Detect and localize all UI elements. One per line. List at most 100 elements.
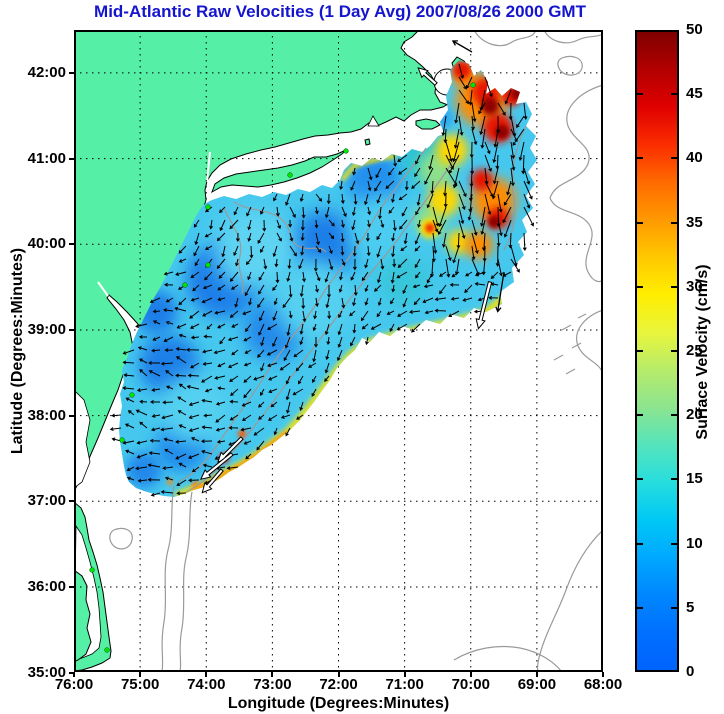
- x-tick-label: 70:00: [451, 676, 490, 693]
- colorbar-tick-mark: [637, 221, 643, 224]
- landmass: [364, 138, 371, 146]
- graticule-layer: [74, 30, 603, 672]
- colorbar-tick-label: 15: [686, 470, 703, 488]
- colorbar-tick-mark: [637, 606, 643, 609]
- colorbar-label: Surface Velocity (cm/s): [694, 264, 711, 440]
- velocity-patch: [349, 195, 419, 265]
- map-plot-area: [74, 30, 603, 672]
- velocity-patch: [436, 134, 468, 166]
- colorbar-tick-mark: [637, 285, 643, 288]
- bathymetry-contour: [179, 491, 193, 672]
- bathymetry-contour: [233, 201, 327, 253]
- x-axis-label: Longitude (Degrees:Minutes): [227, 695, 450, 712]
- velocity-patch: [159, 375, 229, 445]
- y-tick-mark: [69, 585, 74, 588]
- plot-title: Mid-Atlantic Raw Velocities (1 Day Avg) …: [94, 2, 586, 21]
- x-tick-mark: [403, 672, 406, 677]
- colorbar-tick-label: 35: [686, 213, 703, 231]
- bathymetry-contour: [453, 645, 563, 672]
- bathymetry-contour: [177, 147, 427, 483]
- radar-site-dot: [205, 204, 211, 210]
- x-tick-label: 76:00: [54, 676, 94, 693]
- colorbar-tick-mark: [671, 157, 677, 160]
- radar-site-dot: [205, 262, 211, 268]
- velocity-patch: [481, 97, 499, 115]
- colorbar-tick-mark: [637, 93, 643, 96]
- radar-site-dot: [104, 647, 110, 653]
- y-tick-mark: [69, 500, 74, 503]
- velocity-patch: [214, 210, 294, 290]
- radar-site-dot: [119, 437, 125, 443]
- bathymetry-contour: [536, 529, 603, 672]
- x-tick-label: 74:00: [187, 676, 226, 693]
- strong-current-arrow: [417, 67, 438, 86]
- landmass: [415, 118, 441, 130]
- y-tick-label: 37:00: [27, 492, 66, 510]
- velocity-patch: [465, 231, 493, 259]
- y-tick-mark: [69, 71, 74, 74]
- radar-site-dot: [470, 82, 476, 88]
- y-tick-label: 42:00: [27, 63, 66, 81]
- x-tick-label: 75:00: [120, 676, 160, 693]
- colorbar-tick-mark: [637, 478, 643, 481]
- colorbar-tick-label: 5: [686, 598, 695, 616]
- velocity-arrows-layer: [89, 40, 534, 653]
- y-tick-label: 40:00: [27, 235, 66, 253]
- radar-site-dot: [182, 282, 188, 288]
- bathymetry-contour: [557, 55, 583, 76]
- bathymetry-contour: [223, 207, 244, 295]
- landmass: [74, 569, 92, 663]
- bathymetry-contour: [543, 30, 603, 44]
- colorbar-tick-mark: [671, 350, 677, 352]
- velocity-patch: [167, 479, 173, 485]
- y-tick-label: 38:00: [27, 406, 66, 424]
- river: [97, 281, 109, 297]
- radar-site-dot: [129, 392, 135, 398]
- colorbar-tick-label: 45: [686, 85, 703, 103]
- colorbar-tick-mark: [671, 414, 677, 417]
- velocity-patch: [425, 223, 435, 233]
- y-tick-mark: [69, 414, 74, 417]
- strong-current-arrow: [451, 40, 473, 53]
- x-tick-label: 72:00: [319, 676, 358, 693]
- velocity-patch: [379, 255, 429, 305]
- colorbar-tick-mark: [671, 93, 677, 96]
- y-tick-mark: [69, 157, 74, 160]
- colorbar-tick-mark: [671, 542, 677, 545]
- bathymetry-contour: [576, 309, 603, 375]
- velocity-patch: [453, 61, 471, 79]
- radar-site-dot: [287, 172, 293, 178]
- map-svg: [74, 30, 603, 672]
- bay-water: [367, 115, 380, 127]
- y-tick-label: 39:00: [27, 320, 66, 338]
- velocity-patch: [428, 184, 460, 216]
- x-tick-label: 73:00: [253, 676, 292, 693]
- x-tick-mark: [205, 672, 208, 677]
- velocity-patch: [126, 452, 162, 488]
- colorbar-tick-label: 10: [686, 534, 703, 552]
- colorbar-tick-mark: [671, 285, 677, 288]
- x-tick-mark: [139, 672, 142, 677]
- colorbar-tick-label: 20: [686, 406, 703, 424]
- x-tick-label: 68:00: [583, 676, 623, 693]
- y-tick-mark: [69, 328, 74, 331]
- strong-current-arrow: [200, 452, 234, 480]
- strong-current-arrow: [495, 271, 505, 313]
- bathymetry-contour: [109, 527, 133, 550]
- radar-site-dot: [89, 567, 95, 573]
- x-tick-mark: [337, 672, 340, 677]
- colorbar-tick-mark: [637, 542, 643, 545]
- colorbar-tick-mark: [671, 606, 677, 609]
- colorbar-tick-mark: [671, 478, 677, 481]
- velocity-arrows: [109, 63, 534, 497]
- velocity-patch: [471, 169, 493, 191]
- bathymetry-contour: [549, 84, 603, 283]
- x-tick-label: 71:00: [385, 676, 424, 693]
- colorbar-tick-label: 0: [686, 663, 695, 680]
- colorbar-tick-mark: [637, 350, 643, 352]
- bathymetry-contour: [473, 30, 537, 47]
- bathymetry-contour: [553, 313, 587, 375]
- velocity-patch: [511, 88, 523, 100]
- x-tick-mark: [535, 672, 538, 677]
- velocity-patch: [238, 430, 246, 438]
